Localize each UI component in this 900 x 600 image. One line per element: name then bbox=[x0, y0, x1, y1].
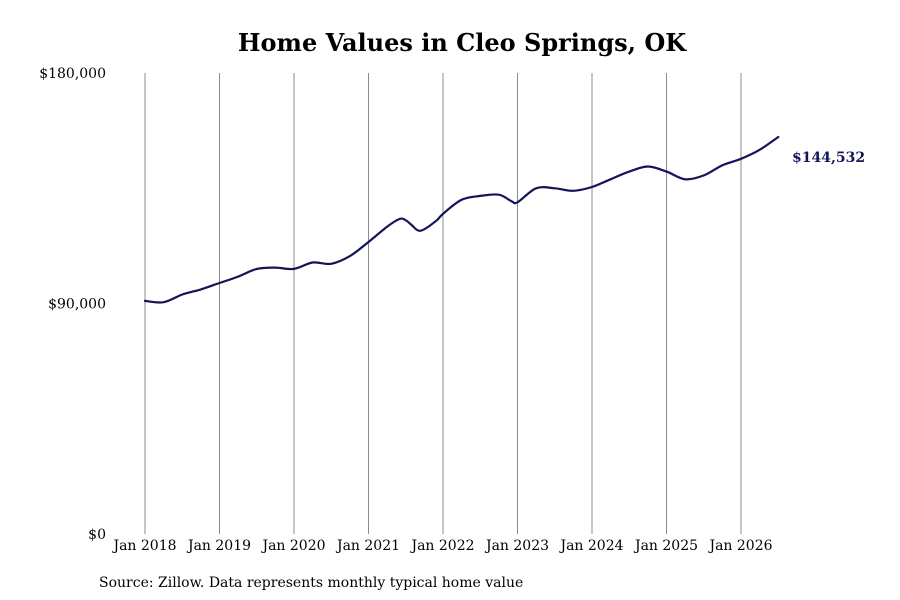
x-tick-label: Jan 2019 bbox=[186, 538, 251, 554]
y-tick-label: $90,000 bbox=[48, 297, 106, 313]
y-tick-label: $0 bbox=[88, 527, 106, 543]
y-axis-ticks: $180,000 $90,000 $0 bbox=[39, 66, 106, 543]
x-tick-label: Jan 2023 bbox=[484, 538, 549, 554]
source-note: Source: Zillow. Data represents monthly … bbox=[99, 575, 523, 591]
gridlines bbox=[144, 73, 742, 534]
series-line bbox=[143, 135, 780, 304]
x-tick-label: Jan 2018 bbox=[111, 538, 176, 554]
y-tick-label: $180,000 bbox=[39, 66, 106, 82]
x-tick-label: Jan 2022 bbox=[409, 538, 474, 554]
chart-title: Home Values in Cleo Springs, OK bbox=[238, 28, 687, 57]
x-tick-label: Jan 2021 bbox=[335, 538, 400, 554]
x-tick-label: Jan 2024 bbox=[558, 538, 623, 554]
end-value-label: $144,532 bbox=[792, 150, 865, 166]
x-tick-label: Jan 2026 bbox=[707, 538, 772, 554]
x-axis-ticks: Jan 2018 Jan 2019 Jan 2020 Jan 2021 Jan 2022… bbox=[111, 538, 772, 554]
x-tick-label: Jan 2020 bbox=[260, 538, 325, 554]
x-tick-label: Jan 2025 bbox=[633, 538, 698, 554]
